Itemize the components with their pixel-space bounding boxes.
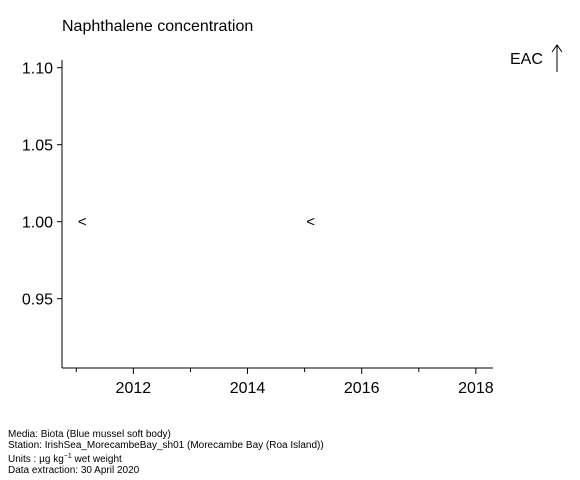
y-tick-label: 1.00 [22,215,53,232]
footer-units: Units : µg kg−1 wet weight [8,451,324,465]
footer-units-suffix: wet weight [71,454,122,465]
eac-arrow-head [551,44,563,53]
footer-media: Media: Biota (Blue mussel soft body) [8,429,171,440]
data-point: < [306,214,315,231]
footer-extraction: Data extraction: 30 April 2020 [8,465,140,476]
y-tick-label: 1.05 [22,138,53,155]
axes: 0.95 1.00 1.05 1.10 2012 2014 2016 2018 [22,60,494,397]
chart-title: Naphthalene concentration [62,18,254,35]
x-tick-label: 2018 [458,380,494,397]
y-tick-label: 1.10 [22,61,53,78]
footer-notes: Media: Biota (Blue mussel soft body) Sta… [8,429,324,476]
x-tick-label: 2014 [230,380,266,397]
footer-units-exponent: −1 [63,453,72,460]
data-points: < < [78,214,315,231]
eac-label: EAC [510,51,543,68]
x-tick-label: 2012 [116,380,152,397]
footer-station: Station: IrishSea_MorecambeBay_sh01 (Mor… [8,440,324,451]
data-point: < [78,214,87,231]
footer-units-prefix: Units : µg kg [8,454,64,465]
x-tick-label: 2016 [344,380,380,397]
y-tick-label: 0.95 [22,292,53,309]
